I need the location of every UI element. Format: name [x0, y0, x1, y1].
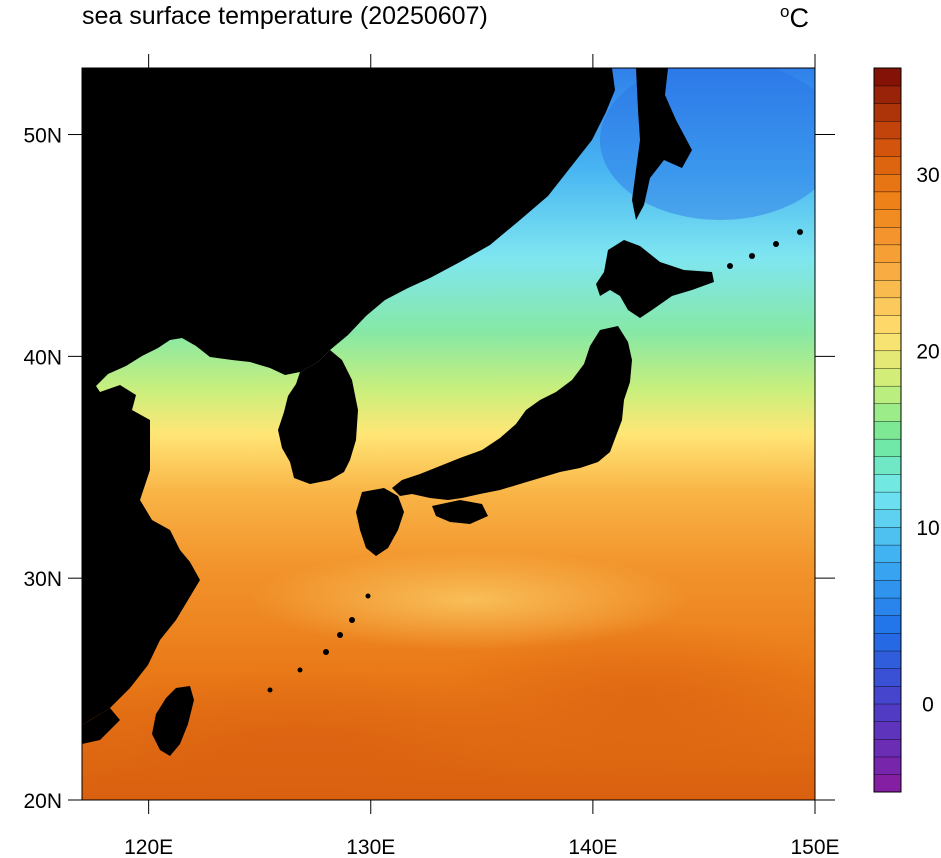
lon-label: 130E — [346, 836, 395, 858]
land-ryukyu-island — [323, 649, 329, 655]
colorbar-swatch — [873, 279, 902, 299]
colorbar-swatch — [873, 403, 902, 422]
colorbar-swatch — [873, 615, 902, 634]
colorbar-swatch — [873, 632, 902, 652]
land-honshu — [392, 326, 632, 500]
land-ryukyu-island — [337, 632, 343, 638]
colorbar-swatch — [873, 703, 902, 722]
longitude-labels: 120E 130E 140E 150E — [124, 836, 839, 858]
land-hokkaido — [596, 240, 714, 318]
land-sakhalin — [632, 68, 692, 220]
colorbar-swatch — [873, 685, 902, 705]
colorbar-swatch — [873, 244, 902, 263]
celsius-letter: C — [789, 3, 809, 33]
lat-label: 30N — [23, 568, 62, 591]
colorbar-swatch — [873, 367, 902, 387]
land-shikoku — [432, 500, 488, 524]
colorbar-label: 0 — [922, 694, 934, 717]
lon-label: 150E — [790, 836, 839, 858]
colorbar-swatch — [873, 562, 902, 581]
lat-label: 40N — [23, 346, 62, 369]
units-label: oC — [780, 2, 809, 34]
lon-label: 120E — [124, 836, 173, 858]
colorbar-swatch — [873, 420, 902, 440]
land-mass — [82, 68, 803, 756]
land-kyushu — [356, 488, 404, 556]
colorbar-label: 10 — [916, 517, 939, 540]
colorbar-swatch — [873, 579, 902, 599]
colorbar-swatch — [873, 315, 902, 334]
colorbar-swatch — [873, 491, 902, 510]
colorbar-swatch — [873, 774, 902, 793]
colorbar-swatch — [873, 350, 902, 369]
colorbar-swatch — [873, 332, 902, 352]
colorbar-swatch — [873, 756, 902, 775]
land-kuril-island — [773, 241, 779, 247]
mild-water-band — [250, 550, 690, 650]
lat-label: 20N — [23, 790, 62, 813]
colorbar-swatch — [873, 668, 902, 687]
colorbar-swatch — [873, 138, 902, 157]
land-kuril-island — [749, 253, 755, 259]
colorbar-labels: 0 10 20 30 — [916, 164, 939, 717]
axis-ticks — [68, 54, 835, 814]
colorbar-swatch — [873, 120, 902, 140]
land-coast-south — [82, 708, 120, 744]
latitude-labels: 20N 30N 40N 50N — [23, 125, 62, 813]
colorbar — [873, 67, 902, 793]
land-kuril-island — [797, 229, 803, 235]
land-ryukyu-island — [297, 667, 303, 673]
land-asia — [82, 68, 615, 725]
colorbar-swatch — [873, 156, 902, 175]
colorbar-swatch — [873, 297, 902, 316]
colorbar-swatch — [873, 67, 902, 87]
colorbar-swatch — [873, 650, 902, 669]
colorbar-swatch — [873, 721, 902, 740]
lat-label: 50N — [23, 125, 62, 148]
colorbar-swatch — [873, 597, 902, 616]
map-frame — [81, 67, 816, 801]
colorbar-swatch — [873, 438, 902, 457]
colorbar-swatch — [873, 226, 902, 246]
warm-water-region — [440, 620, 815, 780]
colorbar-frame — [873, 67, 902, 793]
chart-title: sea surface temperature (20250607) — [82, 2, 488, 30]
colorbar-label: 20 — [916, 341, 939, 364]
colorbar-swatch — [873, 385, 902, 405]
colorbar-swatch — [873, 738, 902, 758]
land-taiwan — [152, 686, 194, 756]
degree-symbol: o — [780, 2, 790, 21]
colorbar-swatch — [873, 473, 902, 493]
land-ryukyu-island — [349, 617, 355, 623]
colorbar-swatch — [873, 209, 902, 228]
colorbar-swatch — [873, 456, 902, 475]
colorbar-swatch — [873, 262, 902, 281]
land-ryukyu-island — [267, 687, 273, 693]
colorbar-label: 30 — [916, 164, 939, 187]
land-korea — [278, 350, 358, 484]
lon-label: 140E — [568, 836, 617, 858]
colorbar-swatch — [873, 85, 902, 104]
colorbar-swatch — [873, 526, 902, 546]
land-kuril-island — [727, 263, 733, 269]
colorbar-swatch — [873, 191, 902, 210]
colorbar-swatch — [873, 103, 902, 122]
land-ryukyu-island — [365, 593, 371, 599]
colorbar-swatch — [873, 509, 902, 528]
colorbar-swatch — [873, 544, 902, 563]
colorbar-swatch — [873, 173, 902, 193]
